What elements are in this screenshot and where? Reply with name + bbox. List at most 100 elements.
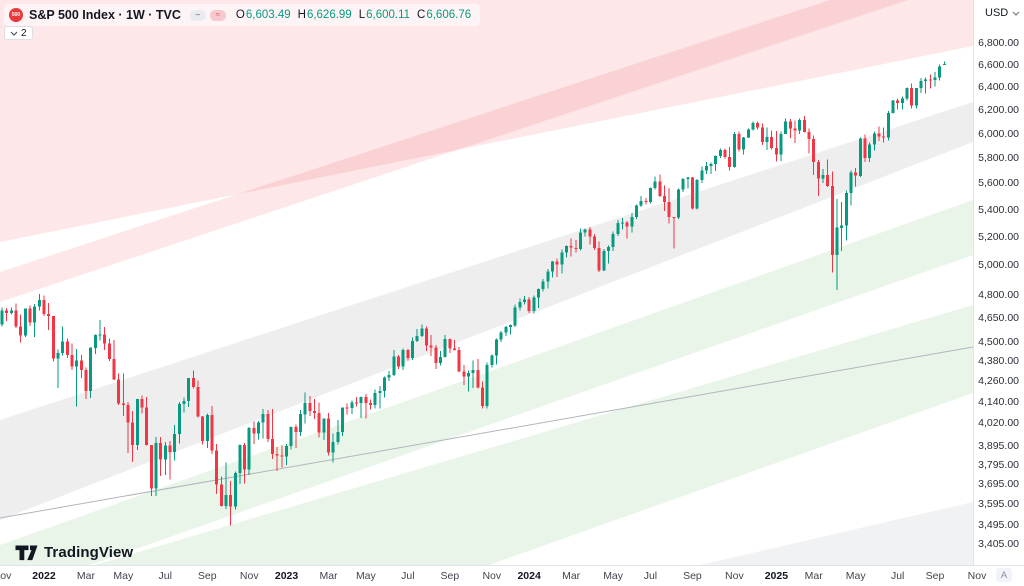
candle-body	[527, 299, 531, 311]
candle-series	[0, 61, 946, 526]
close-value: 6,606.76	[426, 9, 472, 21]
time-axis-month-label: Sep	[440, 570, 460, 582]
candle-body	[690, 177, 694, 209]
time-axis-month-label: Nov	[967, 570, 987, 582]
candle-body	[928, 79, 932, 81]
candle-body	[774, 147, 778, 155]
candle-body	[415, 336, 419, 341]
tradingview-logo[interactable]: TradingView	[15, 544, 133, 561]
candle-body	[849, 172, 853, 194]
candle-body	[858, 138, 862, 176]
candle-body	[756, 122, 760, 128]
candle-body	[266, 414, 270, 439]
candle-body	[42, 300, 46, 314]
candle-body	[900, 98, 904, 103]
time-axis-month-label: Sep	[197, 570, 217, 582]
candle-body	[294, 427, 298, 432]
candle-body	[653, 181, 657, 188]
candle-body	[700, 170, 704, 181]
price-tick-label: 6,200.00	[978, 103, 1019, 116]
candle-body	[14, 310, 18, 327]
candle-body	[387, 374, 391, 378]
candle-body	[429, 345, 433, 348]
candle-body	[616, 222, 620, 234]
candle-body	[154, 443, 158, 489]
candle-body	[420, 328, 424, 336]
upper-red-channel-band	[0, 0, 973, 242]
candle-body	[840, 225, 844, 228]
candle-body	[219, 484, 223, 506]
candle-body	[826, 174, 830, 186]
candle-body	[714, 156, 718, 165]
plot-svg[interactable]	[0, 0, 973, 565]
currency-selector[interactable]: USD	[985, 7, 1020, 19]
time-axis-month-label: Nov	[239, 570, 259, 582]
candle-body	[70, 354, 74, 367]
hide-indicator-button[interactable]: –	[189, 9, 206, 21]
price-tick-label: 3,895.00	[978, 440, 1019, 453]
candle-body	[322, 418, 326, 433]
time-axis[interactable]: Nov 2022 Mar May Jul Sep Nov 2023 Mar May Jul Sep No…	[0, 566, 988, 586]
currency-label: USD	[985, 7, 1009, 19]
price-tick-label: 4,260.00	[978, 375, 1019, 388]
candle-body	[51, 316, 55, 359]
candle-body	[47, 313, 51, 316]
candle-body	[313, 410, 317, 413]
candle-body	[662, 195, 666, 202]
candle-body	[191, 378, 195, 387]
candle-body	[863, 138, 867, 158]
candle-body	[877, 133, 881, 137]
candle-body	[704, 165, 708, 171]
candle-body	[630, 216, 634, 227]
candle-body	[816, 161, 820, 179]
candle-body	[308, 402, 312, 411]
candle-body	[667, 201, 671, 217]
candle-body	[676, 189, 680, 218]
price-tick-label: 5,800.00	[978, 152, 1019, 165]
candle-body	[485, 364, 489, 407]
candle-body	[830, 186, 834, 255]
price-tick-label: 4,800.00	[978, 289, 1019, 302]
open-value: 6,603.49	[245, 9, 291, 21]
candle-body	[569, 245, 573, 248]
candle-body	[56, 352, 60, 359]
indicator-actions-button[interactable]: ≈	[209, 9, 226, 21]
candle-body	[681, 179, 685, 190]
brand-name: TradingView	[44, 544, 134, 561]
candle-body	[369, 402, 372, 405]
candle-body	[784, 121, 788, 134]
candle-body	[61, 341, 65, 353]
price-tick-label: 4,500.00	[978, 335, 1019, 348]
tradingview-logo-icon	[15, 545, 38, 560]
candle-body	[84, 369, 88, 391]
time-axis-month-label: Mar	[76, 570, 96, 582]
candle-body	[467, 373, 470, 377]
price-tick-label: 6,400.00	[978, 80, 1019, 93]
candle-body	[373, 393, 377, 405]
candle-body	[518, 301, 522, 308]
symbol-title[interactable]: S&P 500 Index · 1W · TVC	[29, 8, 181, 22]
sp500-logo-icon: 500	[9, 8, 23, 22]
price-axis[interactable]: 6,800.00 6,600.00 6,400.00 6,200.00 6,000.00…	[973, 0, 1024, 565]
candle-body	[37, 300, 41, 307]
candle-body	[103, 334, 107, 344]
candle-body	[425, 328, 428, 346]
candle-body	[476, 369, 480, 388]
time-axis-separator	[0, 565, 1024, 566]
candle-body	[607, 247, 610, 252]
candle-body	[443, 339, 447, 357]
candle-body	[602, 251, 606, 271]
price-tick-label: 6,800.00	[978, 37, 1019, 49]
candle-body	[882, 136, 886, 138]
candle-body	[0, 310, 4, 325]
candle-body	[453, 348, 456, 350]
time-axis-month-label: May	[845, 570, 866, 582]
auto-scale-button[interactable]: A	[996, 568, 1012, 582]
symbol-legend: 500 S&P 500 Index · 1W · TVC – ≈ O 6,603.…	[4, 4, 481, 26]
candle-body	[812, 139, 816, 162]
legend-collapse-button[interactable]: 2	[4, 26, 33, 40]
candle-body	[201, 416, 205, 441]
candle-body	[149, 445, 153, 489]
candle-body	[513, 307, 517, 326]
candle-body	[350, 402, 354, 409]
